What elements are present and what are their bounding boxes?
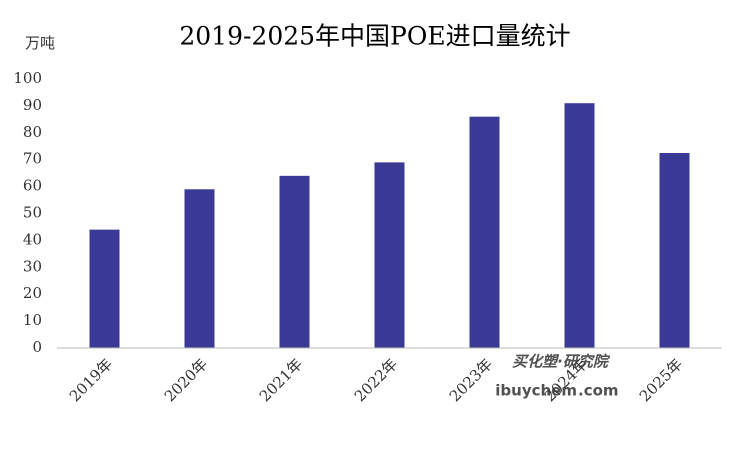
bar [374,162,405,348]
y-tick-label: 0 [32,338,42,356]
y-tick-label: 30 [23,257,42,275]
x-tick-label: 2021年 [256,355,306,405]
y-tick-label: 100 [13,69,42,87]
watermark-domain: .com [578,382,619,400]
bar [469,116,500,348]
watermark-brand: 买化塑·研究院 [512,353,611,371]
bar [89,229,120,348]
chart-title: 2019-2025年中国POE进口量统计 [179,22,570,51]
y-tick-label: 10 [23,311,42,329]
x-tick-label: 2019年 [66,355,116,405]
watermark-site: ibuychem [495,382,577,400]
bar [564,103,595,349]
x-tick-label: 2025年 [636,355,686,405]
x-tick-label: 2023年 [446,355,496,405]
bar [659,152,690,348]
bar [279,175,310,348]
x-tick-label: 2022年 [351,355,401,405]
y-tick-label: 80 [23,123,42,141]
y-tick-label: 90 [23,96,42,114]
y-tick-label: 70 [23,150,42,168]
x-tick-label: 2020年 [161,355,211,405]
y-tick-label: 20 [23,284,42,302]
y-axis-unit: 万吨 [25,34,55,52]
y-tick-label: 40 [23,230,42,248]
y-tick-label: 60 [23,177,42,195]
y-tick-label: 50 [23,204,42,222]
bar [184,189,215,348]
